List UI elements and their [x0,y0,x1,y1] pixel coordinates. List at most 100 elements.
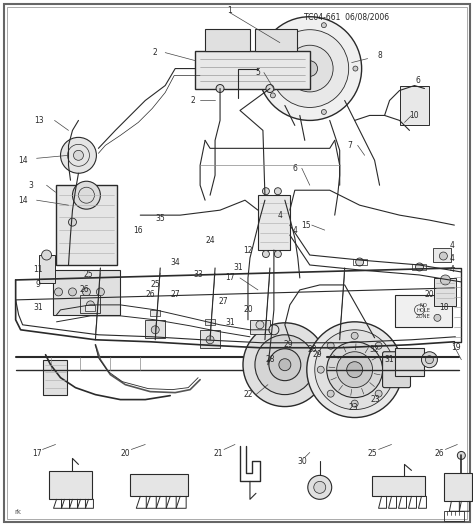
Circle shape [69,288,76,296]
Text: 23: 23 [371,395,381,404]
Text: 11: 11 [33,266,42,275]
FancyBboxPatch shape [383,352,410,388]
Bar [445,511,465,521]
Bar [130,474,188,497]
Text: 35: 35 [155,214,165,222]
Circle shape [317,366,324,373]
Circle shape [426,356,433,363]
Circle shape [216,85,224,93]
Circle shape [327,342,383,398]
Text: 32: 32 [370,345,379,354]
Circle shape [416,263,423,271]
Circle shape [375,342,382,349]
Circle shape [82,288,91,296]
Circle shape [274,250,282,258]
Text: 13: 13 [34,116,44,125]
Bar [205,29,250,50]
Text: 14: 14 [18,196,27,205]
Circle shape [73,181,100,209]
Bar [434,278,456,306]
Circle shape [351,332,358,339]
Bar [85,305,95,311]
Bar [38,255,55,283]
Circle shape [302,61,318,76]
Text: 4: 4 [450,266,455,275]
Text: 30: 30 [297,457,307,466]
Text: 21: 21 [213,449,223,458]
Bar [258,195,290,250]
Circle shape [86,301,94,309]
Text: 31: 31 [225,318,235,327]
Text: 2: 2 [153,48,158,57]
Circle shape [279,359,291,371]
Circle shape [321,109,327,115]
Circle shape [96,288,104,296]
Text: 20: 20 [425,290,434,299]
Bar [48,471,92,499]
Text: NO
HOLE
ZONE: NO HOLE ZONE [416,302,431,319]
Bar [394,295,452,327]
Text: 20: 20 [243,306,253,315]
Circle shape [375,390,382,397]
Circle shape [61,137,96,173]
Circle shape [269,325,279,335]
Text: 26: 26 [146,290,155,299]
Circle shape [55,288,63,296]
Text: 14: 14 [18,156,27,165]
Text: 28: 28 [265,355,274,364]
Circle shape [385,366,392,373]
Text: 31: 31 [34,304,44,312]
Circle shape [42,250,52,260]
Circle shape [421,352,438,368]
Text: 15: 15 [301,220,310,230]
Bar [250,320,270,334]
Text: 28: 28 [307,345,317,354]
Text: 34: 34 [170,258,180,267]
Circle shape [255,335,315,394]
Circle shape [337,352,373,388]
Bar [445,473,472,501]
Text: 25: 25 [83,270,93,279]
Text: 6: 6 [292,164,297,173]
Bar [353,259,366,265]
Bar [55,185,118,265]
Circle shape [434,315,441,321]
Bar [205,319,215,325]
Text: 9: 9 [35,280,40,289]
Text: rk: rk [15,509,22,515]
Bar [195,50,310,88]
Circle shape [457,451,465,459]
Circle shape [274,188,282,195]
Text: 17: 17 [32,449,41,458]
Text: 25: 25 [150,280,160,289]
Circle shape [266,85,274,93]
Bar [43,360,67,394]
Bar [433,248,451,262]
Circle shape [263,250,269,258]
Text: 4: 4 [450,254,455,262]
Text: 12: 12 [243,246,253,255]
Bar [53,270,120,315]
Circle shape [69,218,76,226]
Bar [372,477,426,497]
Circle shape [351,400,358,407]
Text: 20: 20 [120,449,130,458]
Circle shape [346,362,363,378]
Text: 5: 5 [255,68,260,77]
Circle shape [243,323,327,407]
Circle shape [315,330,394,410]
Circle shape [439,252,447,260]
Bar [400,86,429,125]
Text: 25: 25 [368,449,377,458]
Text: 23: 23 [349,403,358,412]
Text: 4: 4 [277,210,283,220]
Text: 19: 19 [452,343,461,352]
Circle shape [271,29,349,107]
Text: 29: 29 [313,350,323,359]
Bar [145,320,165,338]
Text: 24: 24 [205,236,215,245]
Circle shape [151,326,159,334]
Text: 22: 22 [243,390,253,399]
Circle shape [269,349,301,381]
Circle shape [206,336,214,344]
